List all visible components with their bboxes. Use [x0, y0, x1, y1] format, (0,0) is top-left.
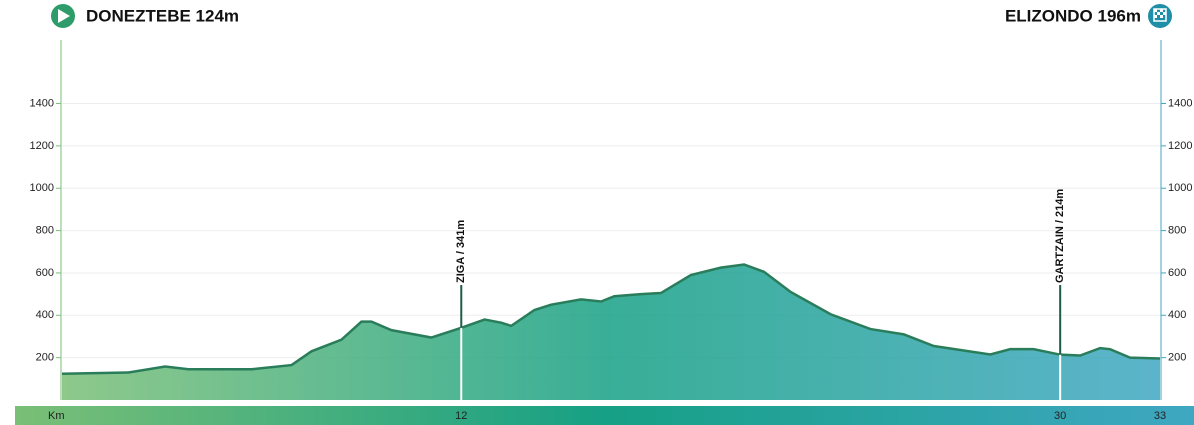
y-tick-label: 1200: [30, 140, 54, 152]
y-tick-label: 200: [1168, 352, 1186, 364]
y-tick-label: 600: [1168, 267, 1186, 279]
finish-icon: [1148, 4, 1172, 28]
y-tick-label: 800: [36, 224, 54, 236]
x-tick-label: Km: [48, 410, 65, 422]
km-strip: [15, 406, 1194, 425]
y-tick-label: 800: [1168, 224, 1186, 236]
x-tick-label: 30: [1054, 410, 1066, 422]
y-tick-label: 400: [1168, 309, 1186, 321]
start-label: DONEZTEBE 124m: [86, 6, 239, 25]
elevation-area: [62, 264, 1160, 400]
x-tick-label: 33: [1154, 410, 1166, 422]
elevation-line: [61, 263, 1161, 375]
y-tick-label: 1000: [30, 182, 54, 194]
y-tick-label: 1400: [30, 97, 54, 109]
y-tick-label: 600: [36, 267, 54, 279]
end-label: ELIZONDO 196m: [1005, 6, 1141, 25]
y-tick-label: 200: [36, 352, 54, 364]
x-tick-label: 12: [455, 410, 467, 422]
marker-label: GARTZAIN / 214m: [1054, 189, 1066, 283]
y-tick-label: 400: [36, 309, 54, 321]
y-tick-label: 1200: [1168, 140, 1192, 152]
start-icon: [51, 4, 75, 28]
y-tick-label: 1000: [1168, 182, 1192, 194]
y-tick-label: 1400: [1168, 97, 1192, 109]
marker-label: ZIGA / 341m: [455, 220, 467, 283]
